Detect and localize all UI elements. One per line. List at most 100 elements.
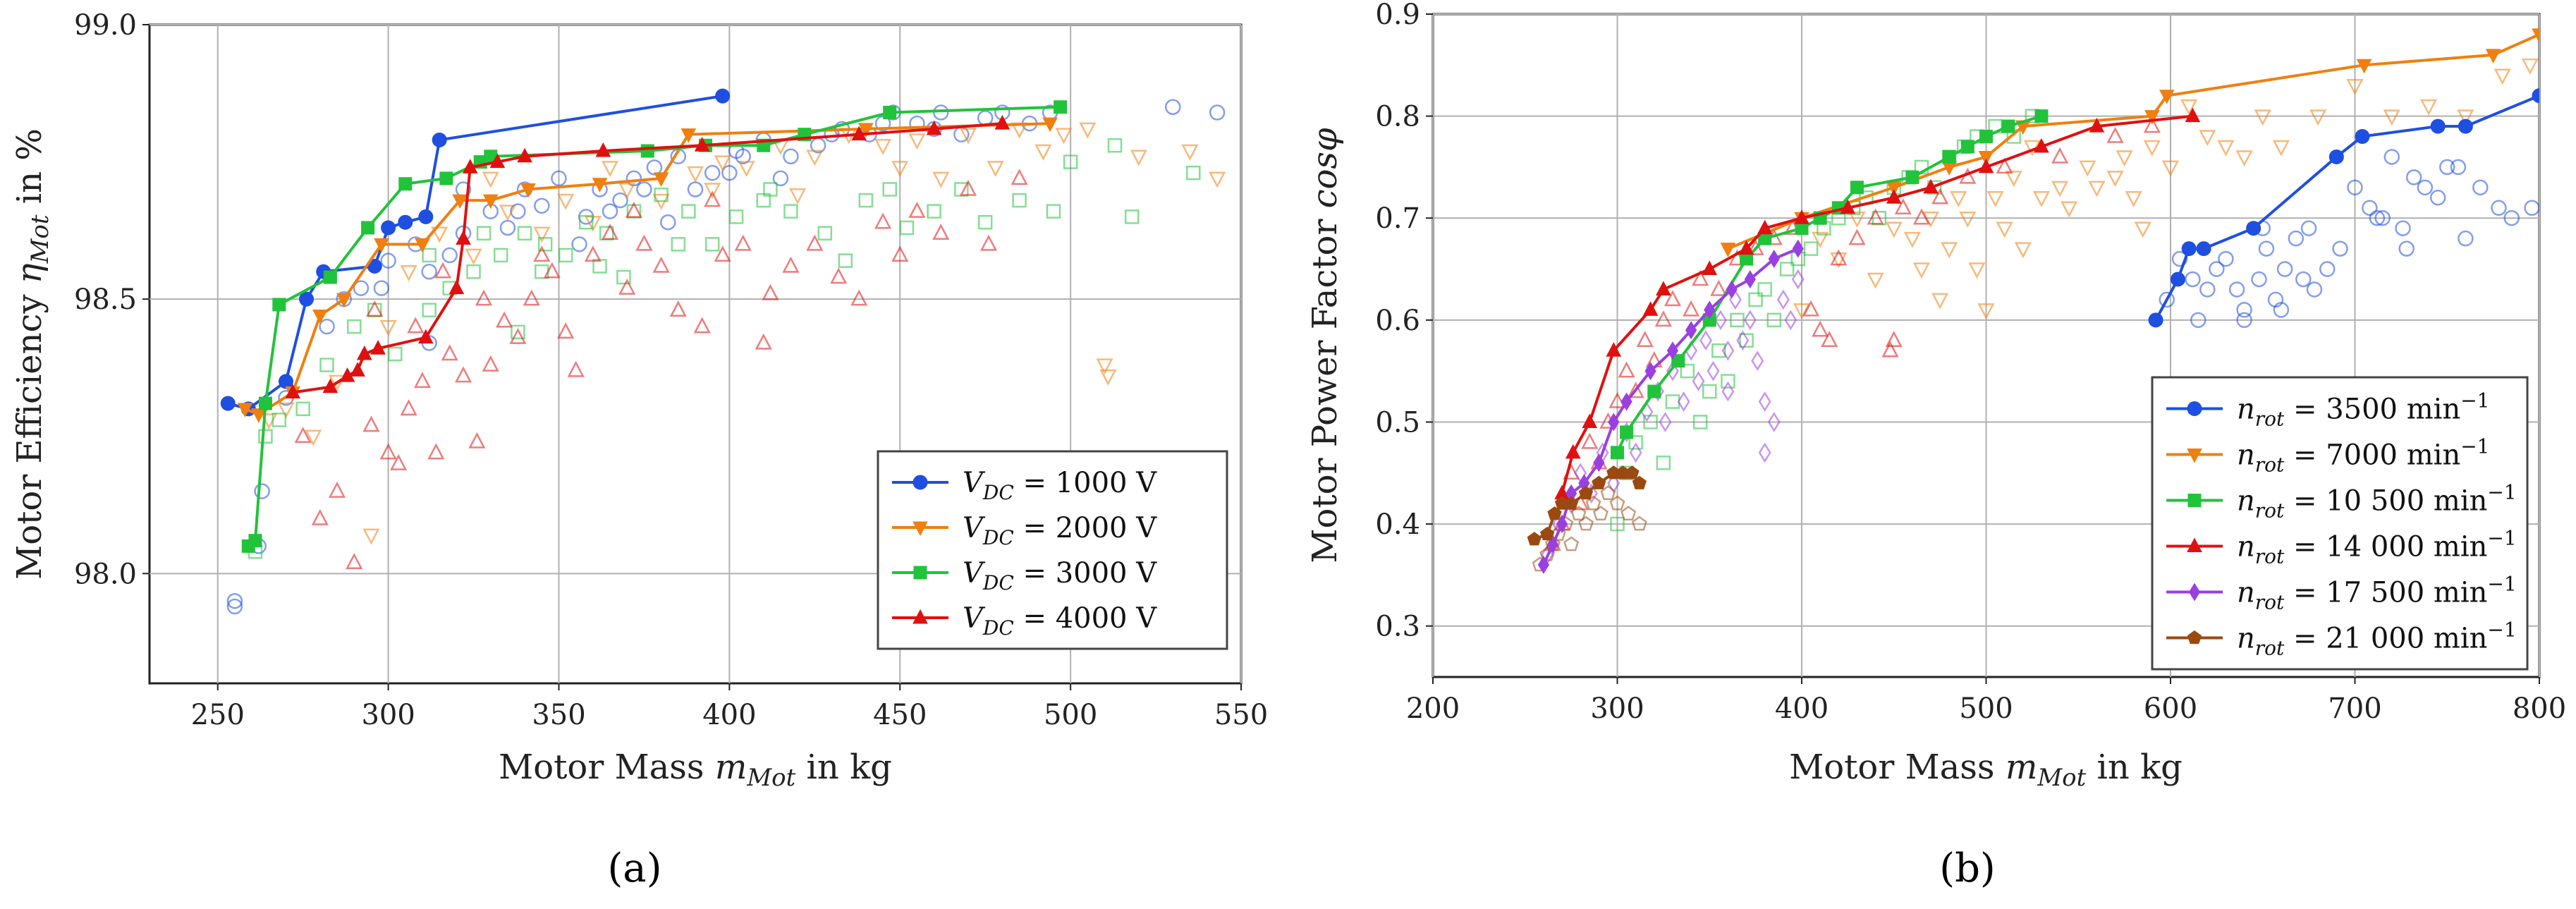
pareto-point xyxy=(1792,239,1804,258)
scatter-point xyxy=(1812,231,1829,248)
pareto-point xyxy=(1608,413,1620,432)
scatter-point xyxy=(380,252,396,269)
scatter-point xyxy=(2235,150,2253,167)
pareto-point xyxy=(1578,486,1594,500)
scatter-point xyxy=(557,322,575,339)
scatter-point xyxy=(1124,209,1140,224)
scatter-point xyxy=(1830,249,1848,266)
legend-entry: VDC = 4000 V xyxy=(892,602,1157,640)
scatter-point xyxy=(328,374,346,391)
scatter-point xyxy=(669,300,687,317)
pareto-point xyxy=(1850,181,1864,195)
pareto-point xyxy=(1540,526,1555,541)
scatter-point xyxy=(1776,289,1790,310)
scatter-point xyxy=(1767,412,1781,432)
scatter-point xyxy=(2159,291,2175,308)
scatter-point xyxy=(1677,391,1690,412)
scatter-point xyxy=(2106,171,2124,188)
scatter-point xyxy=(2185,271,2201,288)
pareto-point xyxy=(2089,118,2105,133)
scatter-point xyxy=(2362,200,2378,216)
pareto-point xyxy=(1593,453,1605,472)
scatter-point xyxy=(908,133,926,150)
scatter-point xyxy=(1885,331,1903,348)
x-tick-label: 600 xyxy=(2144,693,2197,725)
legend-label: nrot = 10 500 min−1 xyxy=(2237,481,2517,523)
scatter-point xyxy=(1996,157,2013,174)
scatter-point xyxy=(1600,485,1616,501)
scatter-point xyxy=(1931,188,1949,205)
pareto-point xyxy=(312,310,328,324)
panel-a-legend: VDC = 1000 V VDC = 2000 V VDC = 3000 V VDC … xyxy=(877,450,1228,650)
scatter-point xyxy=(373,280,390,296)
x-tick-label: 300 xyxy=(361,699,415,731)
pareto-point xyxy=(1644,362,1656,381)
scatter-point xyxy=(671,237,686,252)
pareto-point xyxy=(336,293,352,308)
legend-label: VDC = 3000 V xyxy=(963,557,1157,594)
pareto-point xyxy=(299,291,315,307)
scatter-point xyxy=(2374,209,2391,226)
x-tick-label: 400 xyxy=(1775,693,1829,725)
pareto-point xyxy=(452,194,468,209)
legend-label: VDC = 4000 V xyxy=(963,602,1157,640)
pareto-point xyxy=(2328,149,2344,164)
plot-marks xyxy=(1527,28,2539,574)
scatter-point xyxy=(346,553,363,570)
pareto-point xyxy=(272,298,286,312)
scatter-point xyxy=(1659,412,1672,432)
scatter-point xyxy=(390,453,408,470)
pareto-point xyxy=(1642,301,1659,316)
pareto-point xyxy=(2196,241,2211,257)
scatter-point xyxy=(2398,240,2415,257)
scatter-point xyxy=(2014,242,2032,259)
scatter-point xyxy=(578,214,594,230)
scatter-point xyxy=(1739,333,1754,348)
pareto-point xyxy=(2532,88,2539,104)
pareto-point xyxy=(1537,555,1549,574)
scatter-point xyxy=(2405,169,2422,185)
pareto-point xyxy=(2034,109,2049,123)
scatter-point xyxy=(1959,211,1977,228)
scatter-point xyxy=(1894,198,1912,215)
scatter-point xyxy=(899,220,915,236)
pareto-point xyxy=(1042,117,1058,133)
scatter-point xyxy=(1079,122,1097,139)
y-tick-label: 98.5 xyxy=(74,283,137,316)
pareto-point xyxy=(350,362,365,377)
scatter-point xyxy=(2190,312,2206,329)
pareto-point xyxy=(489,153,506,169)
pareto-front-line xyxy=(2154,94,2539,321)
pareto-point xyxy=(926,120,942,135)
scatter-point xyxy=(2236,312,2252,329)
legend-label: nrot = 17 500 min−1 xyxy=(2237,573,2517,614)
pareto-point xyxy=(1726,280,1738,299)
pareto-point xyxy=(398,177,413,191)
front-2 xyxy=(1611,109,2049,460)
scatter-point xyxy=(654,188,669,202)
front-5 xyxy=(1527,465,1647,546)
front-3 xyxy=(1554,107,2201,500)
scatter-point xyxy=(1165,99,1181,115)
scatter-point xyxy=(2521,59,2539,75)
pareto-point xyxy=(2001,119,2015,133)
pareto-point xyxy=(1054,100,1068,114)
scatter-point xyxy=(1046,204,1061,219)
y-tick-label: 98.0 xyxy=(74,558,137,590)
scatter-point xyxy=(1830,252,1848,269)
pareto-point xyxy=(883,106,897,120)
y-tick-label: 0.7 xyxy=(1375,202,1420,235)
scatter-point xyxy=(584,245,602,262)
pareto-point xyxy=(220,396,236,411)
scatter-point xyxy=(2125,191,2142,207)
panel-a-y-axis-label: Motor Efficiency ηMot in % xyxy=(10,128,54,580)
pareto-point xyxy=(258,396,272,410)
scatter-point xyxy=(1209,104,1226,121)
scatter-point xyxy=(1034,144,1052,161)
scatter-point xyxy=(762,283,779,300)
pareto-point xyxy=(680,128,697,143)
pareto-point xyxy=(851,126,867,141)
series-1 xyxy=(1793,59,2539,320)
pareto-point xyxy=(418,209,434,224)
